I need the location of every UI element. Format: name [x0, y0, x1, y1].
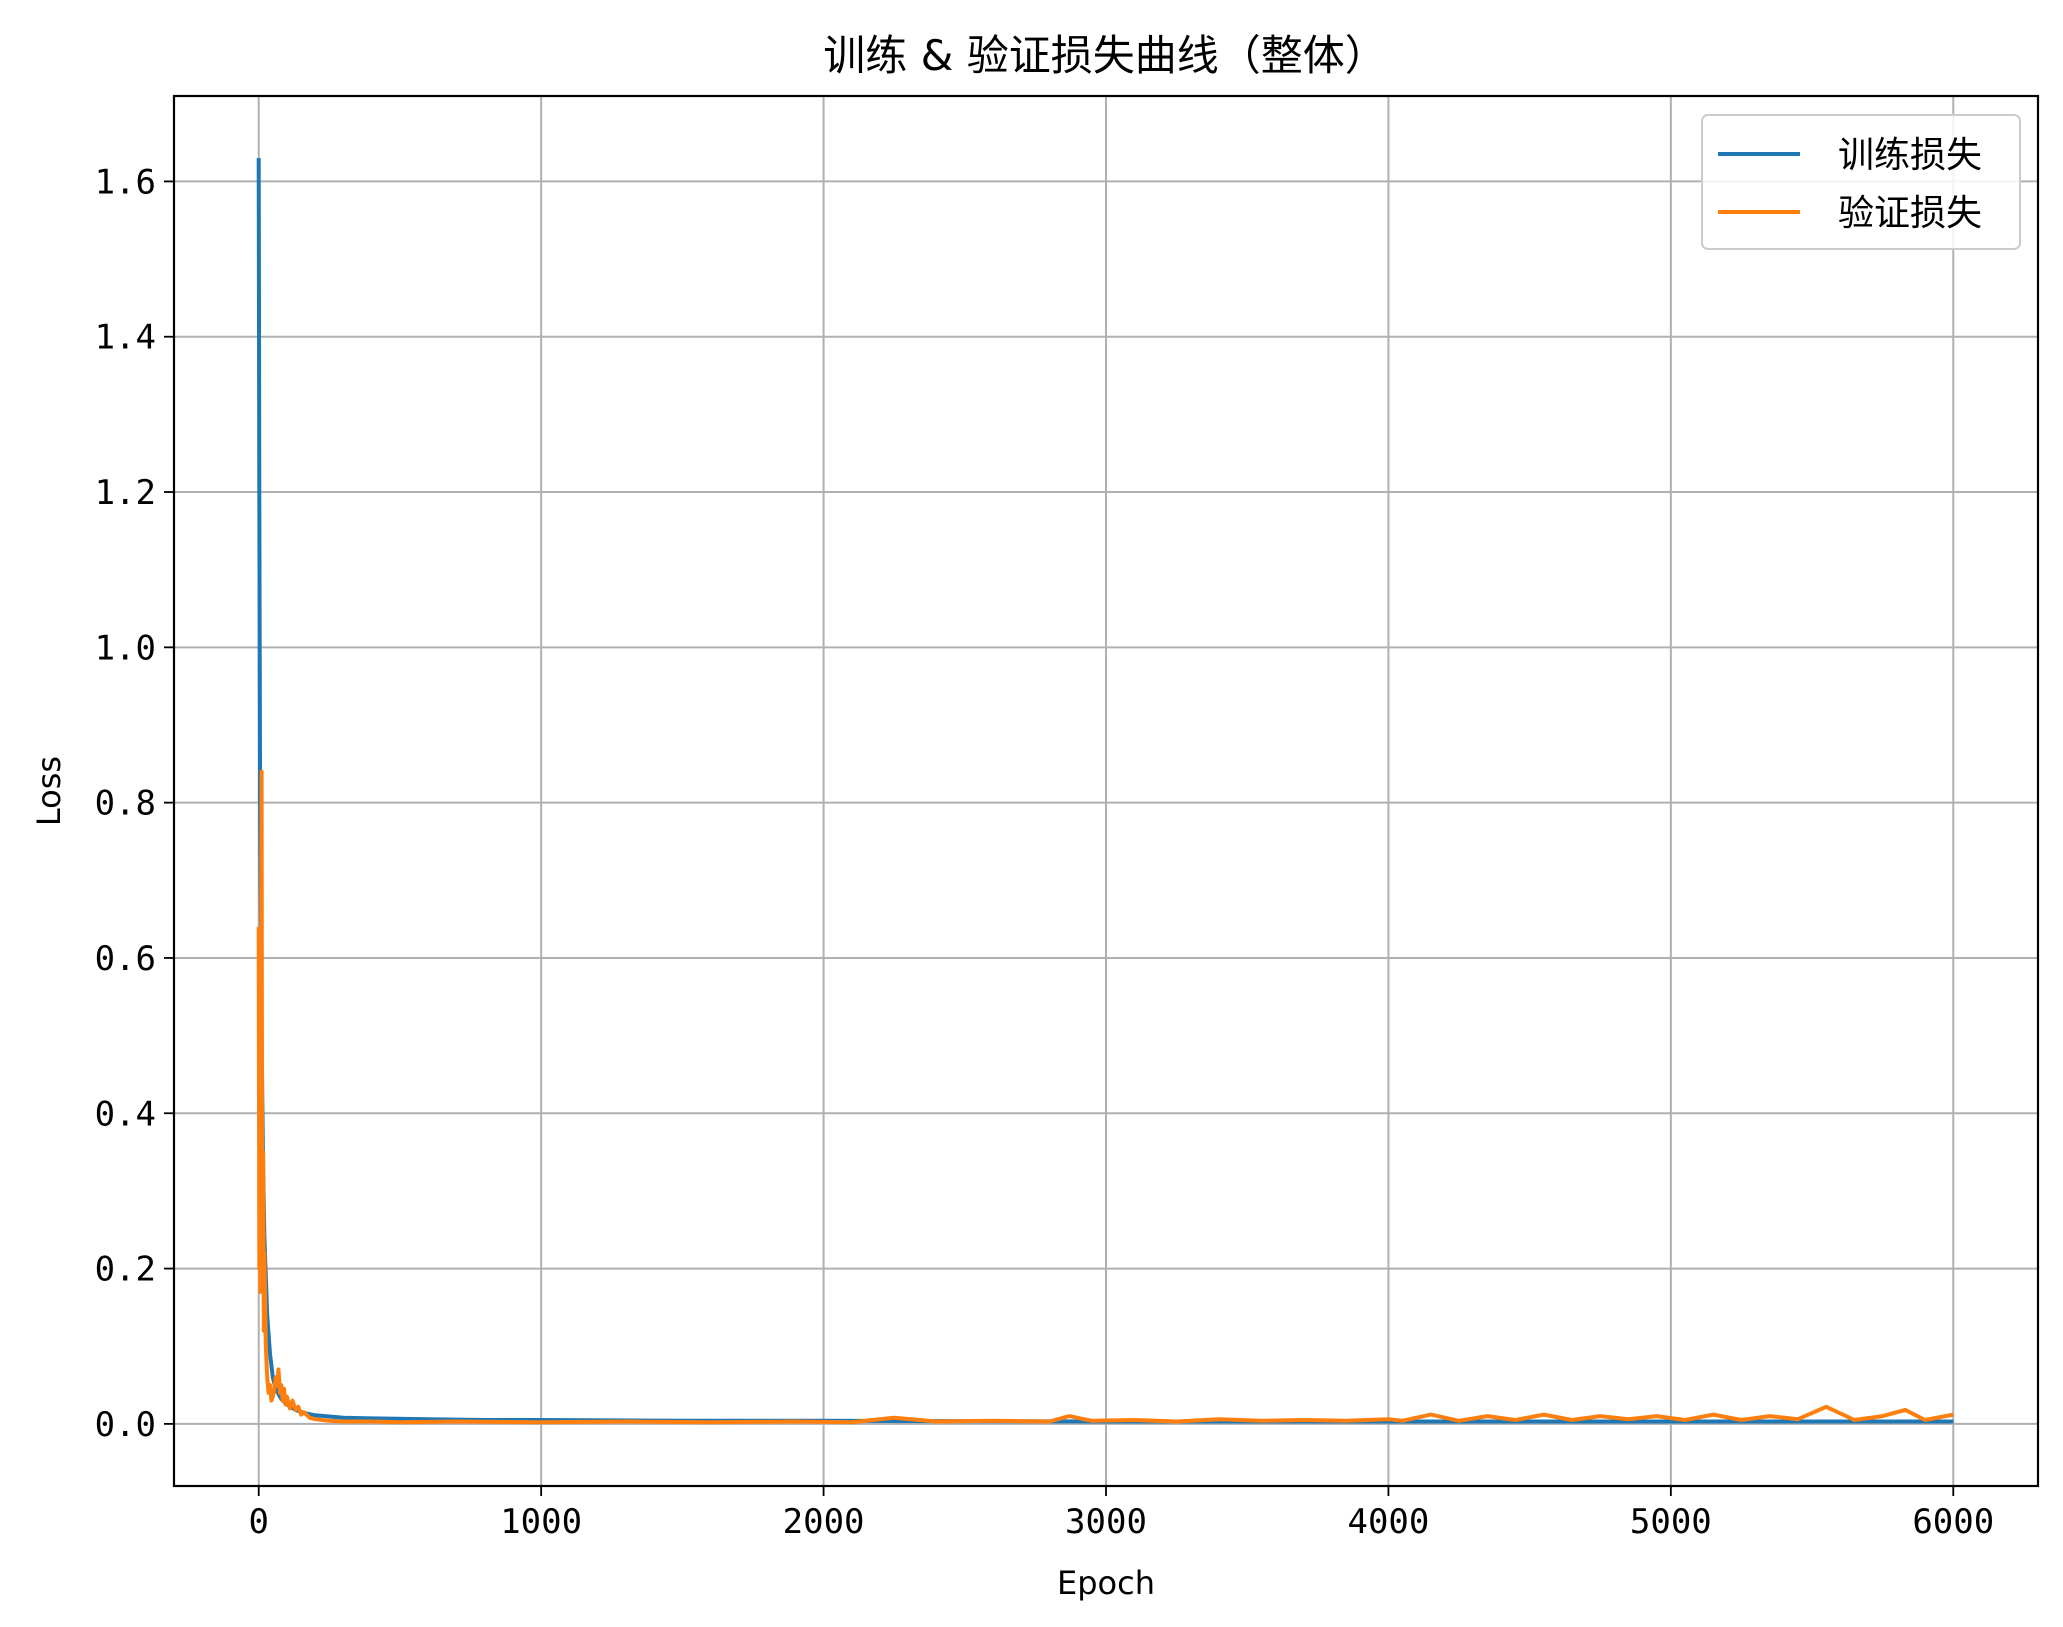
grid-lines	[174, 96, 2038, 1486]
y-tick-label: 1.2	[95, 473, 156, 513]
y-axis-title: Loss	[30, 756, 68, 826]
x-tick-label: 5000	[1630, 1502, 1712, 1542]
legend-label-val: 验证损失	[1838, 193, 1982, 234]
val-loss-line	[256, 769, 1954, 1425]
x-tick-label: 3000	[1065, 1502, 1147, 1542]
y-tick-label: 0.8	[95, 784, 156, 824]
legend-box	[1701, 114, 2021, 250]
x-tick-label: 4000	[1347, 1502, 1429, 1542]
x-tick-label: 2000	[783, 1502, 865, 1542]
x-tick-label: 0	[248, 1502, 268, 1542]
y-tick-label: 1.6	[95, 162, 156, 202]
chart-title: 训练 & 验证损失曲线（整体）	[823, 31, 1386, 80]
y-tick-label: 1.0	[95, 628, 156, 668]
x-axis-title: Epoch	[1057, 1564, 1155, 1602]
legend: 训练损失 验证损失	[1701, 114, 2021, 250]
y-tick-label: 0.4	[95, 1094, 156, 1134]
axis-ticks: 0 1000 2000 3000 4000 5000 6000 0.0 0.2 0.4 0.6 0.8…	[95, 162, 1995, 1542]
y-tick-label: 0.0	[95, 1405, 156, 1445]
series-lines	[256, 158, 1954, 1425]
x-tick-label: 6000	[1912, 1502, 1994, 1542]
legend-label-train: 训练损失	[1838, 135, 1982, 176]
y-tick-label: 1.4	[95, 318, 156, 358]
y-tick-label: 0.2	[95, 1250, 156, 1290]
y-tick-label: 0.6	[95, 939, 156, 979]
x-tick-label: 1000	[500, 1502, 582, 1542]
